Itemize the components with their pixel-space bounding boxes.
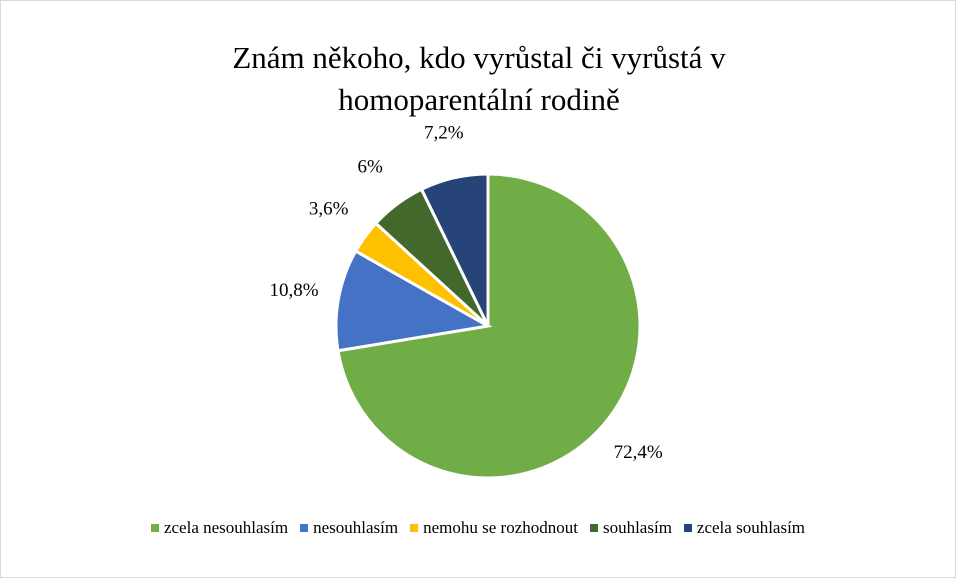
legend-item: zcela souhlasím xyxy=(683,518,806,538)
pie-slice xyxy=(419,172,490,327)
legend-swatch xyxy=(410,524,419,532)
data-label: 72,4% xyxy=(614,442,663,463)
data-label: 10,8% xyxy=(270,280,319,301)
legend-swatch xyxy=(150,524,159,532)
legend-item: nesouhlasím xyxy=(300,518,398,538)
pie-slice xyxy=(334,249,493,353)
data-label: 7,2% xyxy=(424,122,464,143)
legend-swatch xyxy=(300,524,309,532)
data-label: 6% xyxy=(358,156,384,177)
legend-swatch xyxy=(589,524,598,532)
legend-item: zcela nesouhlasím xyxy=(150,518,289,538)
legend-label: souhlasím xyxy=(602,518,672,537)
legend-label: nesouhlasím xyxy=(313,518,399,537)
legend-swatch xyxy=(683,524,692,532)
legend: zcela nesouhlasím nesouhlasím nemohu se ro… xyxy=(1,518,955,538)
chart-title: Znám někoho, kdo vyrůstal či vyrůstá v h… xyxy=(232,40,726,117)
legend-label: zcela souhlasím xyxy=(696,518,806,537)
legend-label: zcela nesouhlasím xyxy=(163,518,289,537)
legend-label: nemohu se rozhodnout xyxy=(423,518,578,537)
data-label: 3,6% xyxy=(309,199,349,220)
legend-item: nemohu se rozhodnout xyxy=(410,518,578,538)
legend-item: souhlasím xyxy=(589,518,672,538)
